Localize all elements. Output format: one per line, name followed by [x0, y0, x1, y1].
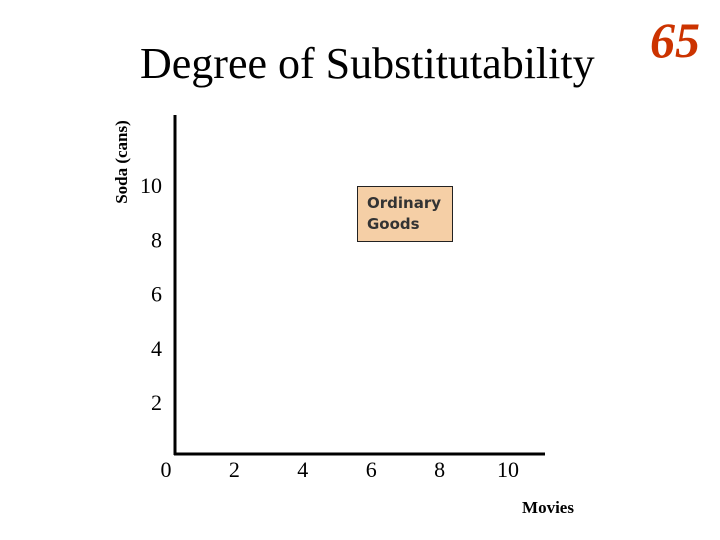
y-tick-label: 8 — [151, 227, 162, 252]
y-tick-label: 2 — [151, 390, 162, 415]
x-tick-label: 4 — [297, 457, 308, 482]
ordinary-goods-line2: Goods — [367, 215, 420, 233]
x-tick-label: 8 — [434, 457, 445, 482]
ordinary-goods-label: Ordinary Goods — [357, 186, 453, 242]
x-tick-label: 10 — [497, 457, 519, 482]
x-axis-label: Movies — [522, 498, 574, 517]
ordinary-goods-line1: Ordinary — [367, 194, 442, 212]
slide-title: Degree of Substitutability — [140, 39, 595, 88]
x-tick-label: 2 — [229, 457, 240, 482]
y-tick-label: 10 — [140, 173, 162, 198]
slide-number: 65 — [650, 12, 700, 68]
y-tick-label: 4 — [151, 336, 162, 361]
x-tick-label: 0 — [161, 457, 172, 482]
y-tick-label: 6 — [151, 282, 162, 307]
x-tick-label: 6 — [366, 457, 377, 482]
